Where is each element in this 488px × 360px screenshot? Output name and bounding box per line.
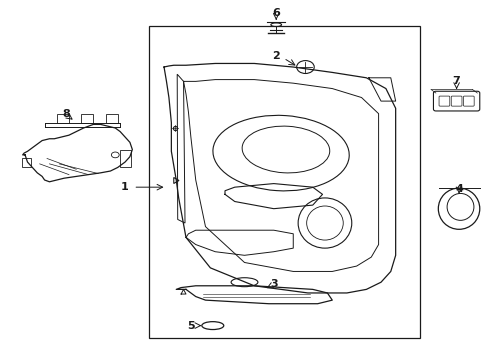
Text: 6: 6: [272, 8, 280, 18]
Text: 2: 2: [272, 51, 280, 61]
Bar: [57, 114, 69, 123]
Text: 3: 3: [269, 279, 277, 289]
Bar: [149, 26, 419, 338]
Bar: [120, 149, 131, 167]
Bar: [81, 114, 93, 123]
Text: 5: 5: [187, 321, 194, 330]
Text: 7: 7: [452, 76, 460, 86]
Text: 8: 8: [62, 109, 70, 119]
Bar: [22, 158, 31, 167]
Text: 4: 4: [454, 184, 462, 194]
Text: 1: 1: [121, 182, 129, 192]
Bar: [105, 114, 118, 123]
